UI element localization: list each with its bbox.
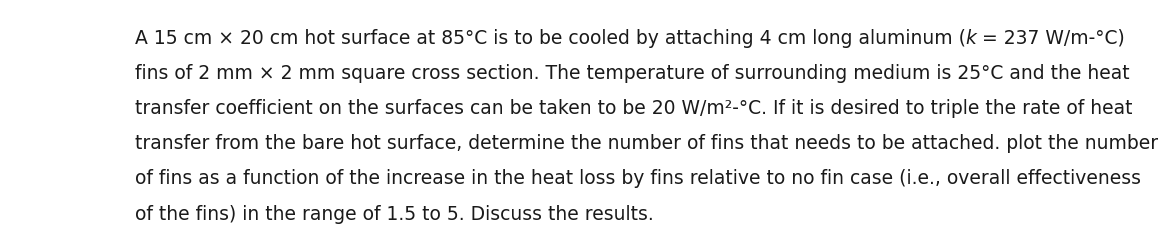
- Text: k: k: [965, 29, 977, 48]
- Text: A 15 cm × 20 cm hot surface at 85°C is to be cooled by attaching 4 cm long alumi: A 15 cm × 20 cm hot surface at 85°C is t…: [135, 29, 965, 48]
- Text: = 237 W/m-°C): = 237 W/m-°C): [977, 29, 1126, 48]
- Text: fins of 2 mm × 2 mm square cross section. The temperature of surrounding medium : fins of 2 mm × 2 mm square cross section…: [135, 64, 1129, 83]
- Text: transfer from the bare hot surface, determine the number of fins that needs to b: transfer from the bare hot surface, dete…: [135, 134, 1157, 153]
- Text: transfer coefficient on the surfaces can be taken to be 20 W/m²-°C. If it is des: transfer coefficient on the surfaces can…: [135, 99, 1133, 118]
- Text: of fins as a function of the increase in the heat loss by fins relative to no fi: of fins as a function of the increase in…: [135, 169, 1141, 188]
- Text: of the fins) in the range of 1.5 to 5. Discuss the results.: of the fins) in the range of 1.5 to 5. D…: [135, 205, 653, 224]
